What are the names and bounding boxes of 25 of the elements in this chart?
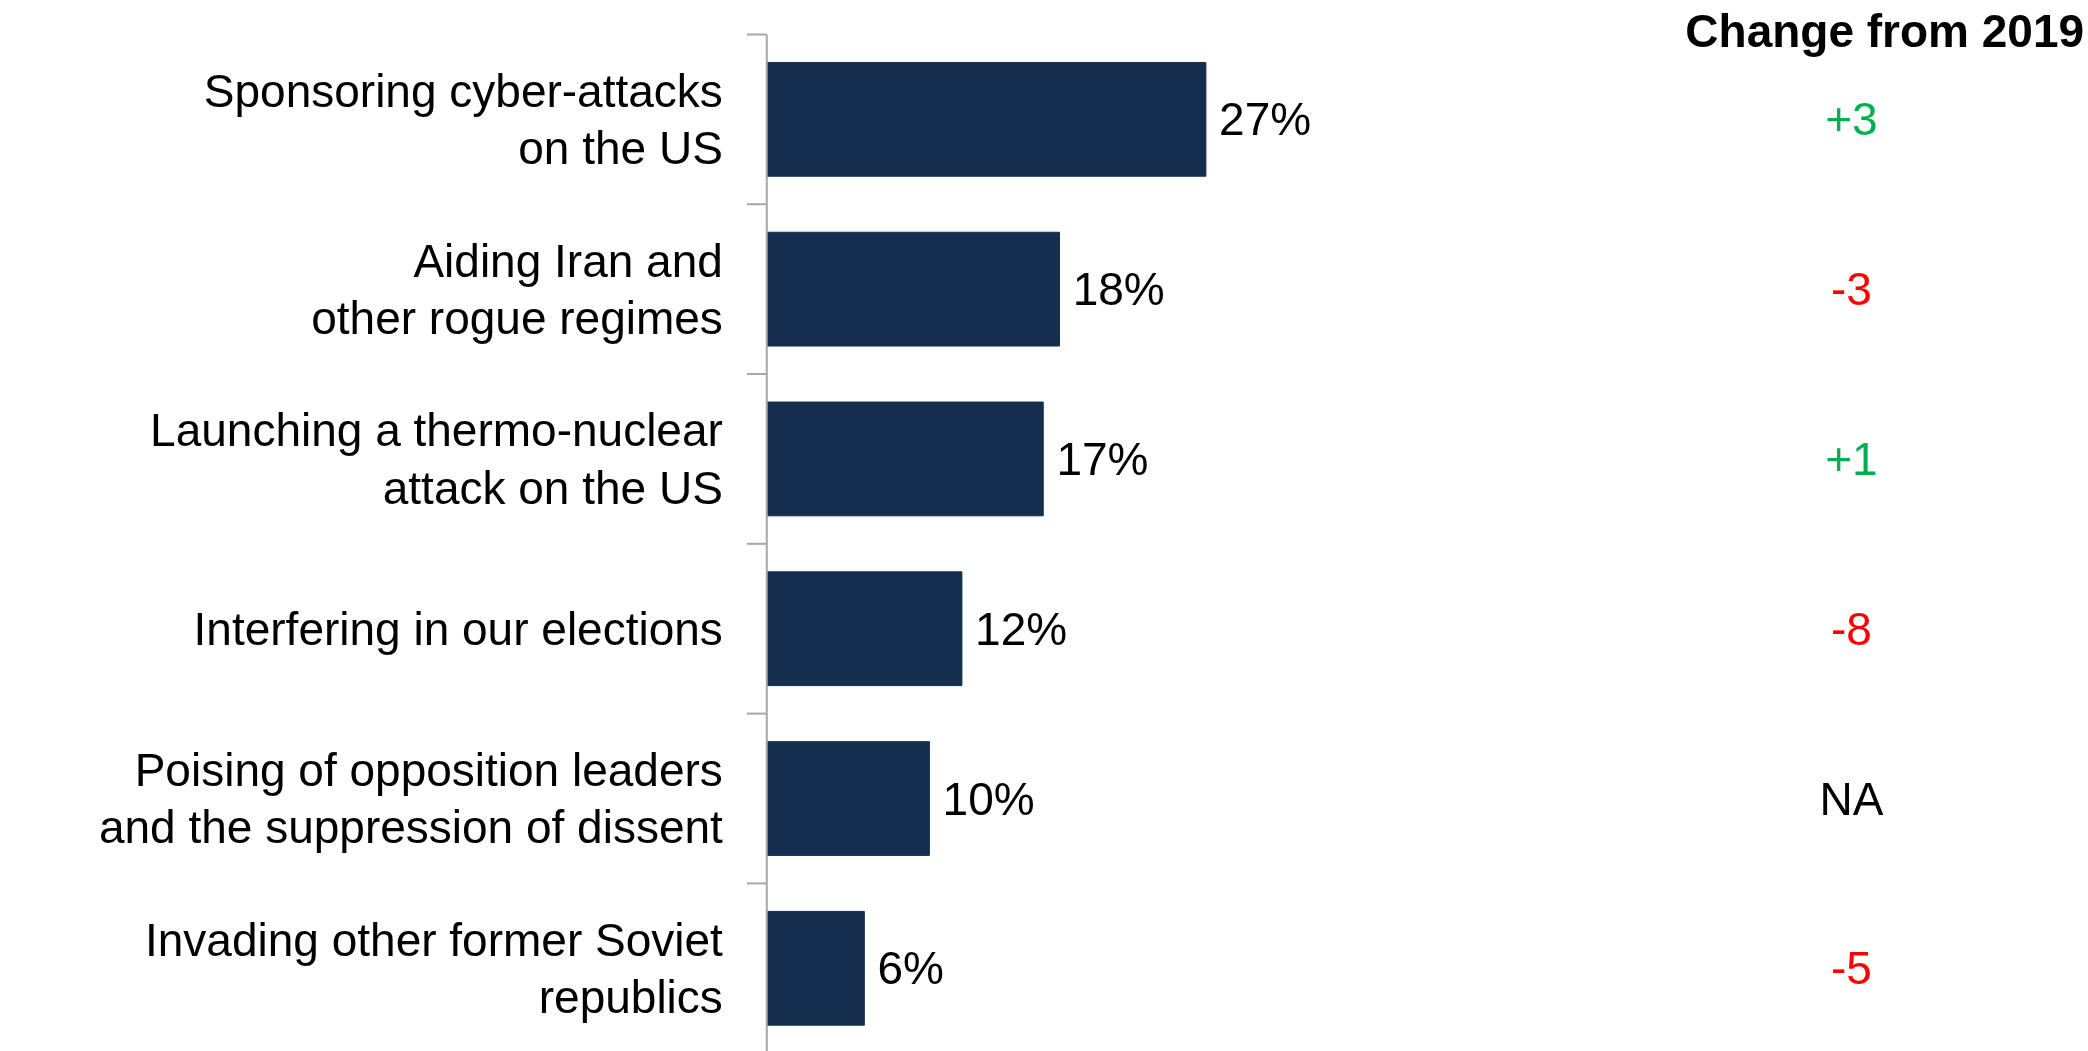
- data-label: 6%: [877, 942, 944, 995]
- text: +3: [1825, 93, 1878, 146]
- y-tick-label: Sponsoring cyber-attacks on the US: [203, 64, 723, 174]
- bar: [766, 61, 1207, 177]
- text: -5: [1830, 942, 1872, 995]
- text: NA: [1819, 772, 1884, 825]
- y-tick-label: Invading other former Soviet republics: [144, 913, 724, 1023]
- text: +1: [1825, 432, 1878, 485]
- y-tick-label: Interfering in our elections: [193, 602, 723, 655]
- data-label: 12%: [975, 602, 1068, 655]
- data-label: 10%: [942, 772, 1035, 825]
- y-tick-label: Aiding Iran and other rogue regimes: [311, 234, 723, 344]
- data-label: 18%: [1072, 263, 1165, 316]
- bar: [766, 401, 1044, 517]
- text: -3: [1830, 263, 1872, 316]
- bar: [766, 231, 1060, 347]
- text: Change from 2019: [1685, 5, 2085, 58]
- y-tick-label: Launching a thermo-nuclear attack on the US: [150, 404, 723, 514]
- y-tick-label: Poising of opposition leaders and the suppression of dissent: [98, 743, 724, 854]
- data-label: 27%: [1219, 93, 1312, 146]
- data-label: 17%: [1056, 432, 1149, 485]
- bar: [766, 910, 865, 1026]
- text: -8: [1830, 602, 1872, 655]
- bar: [766, 571, 963, 687]
- bar: [766, 741, 930, 856]
